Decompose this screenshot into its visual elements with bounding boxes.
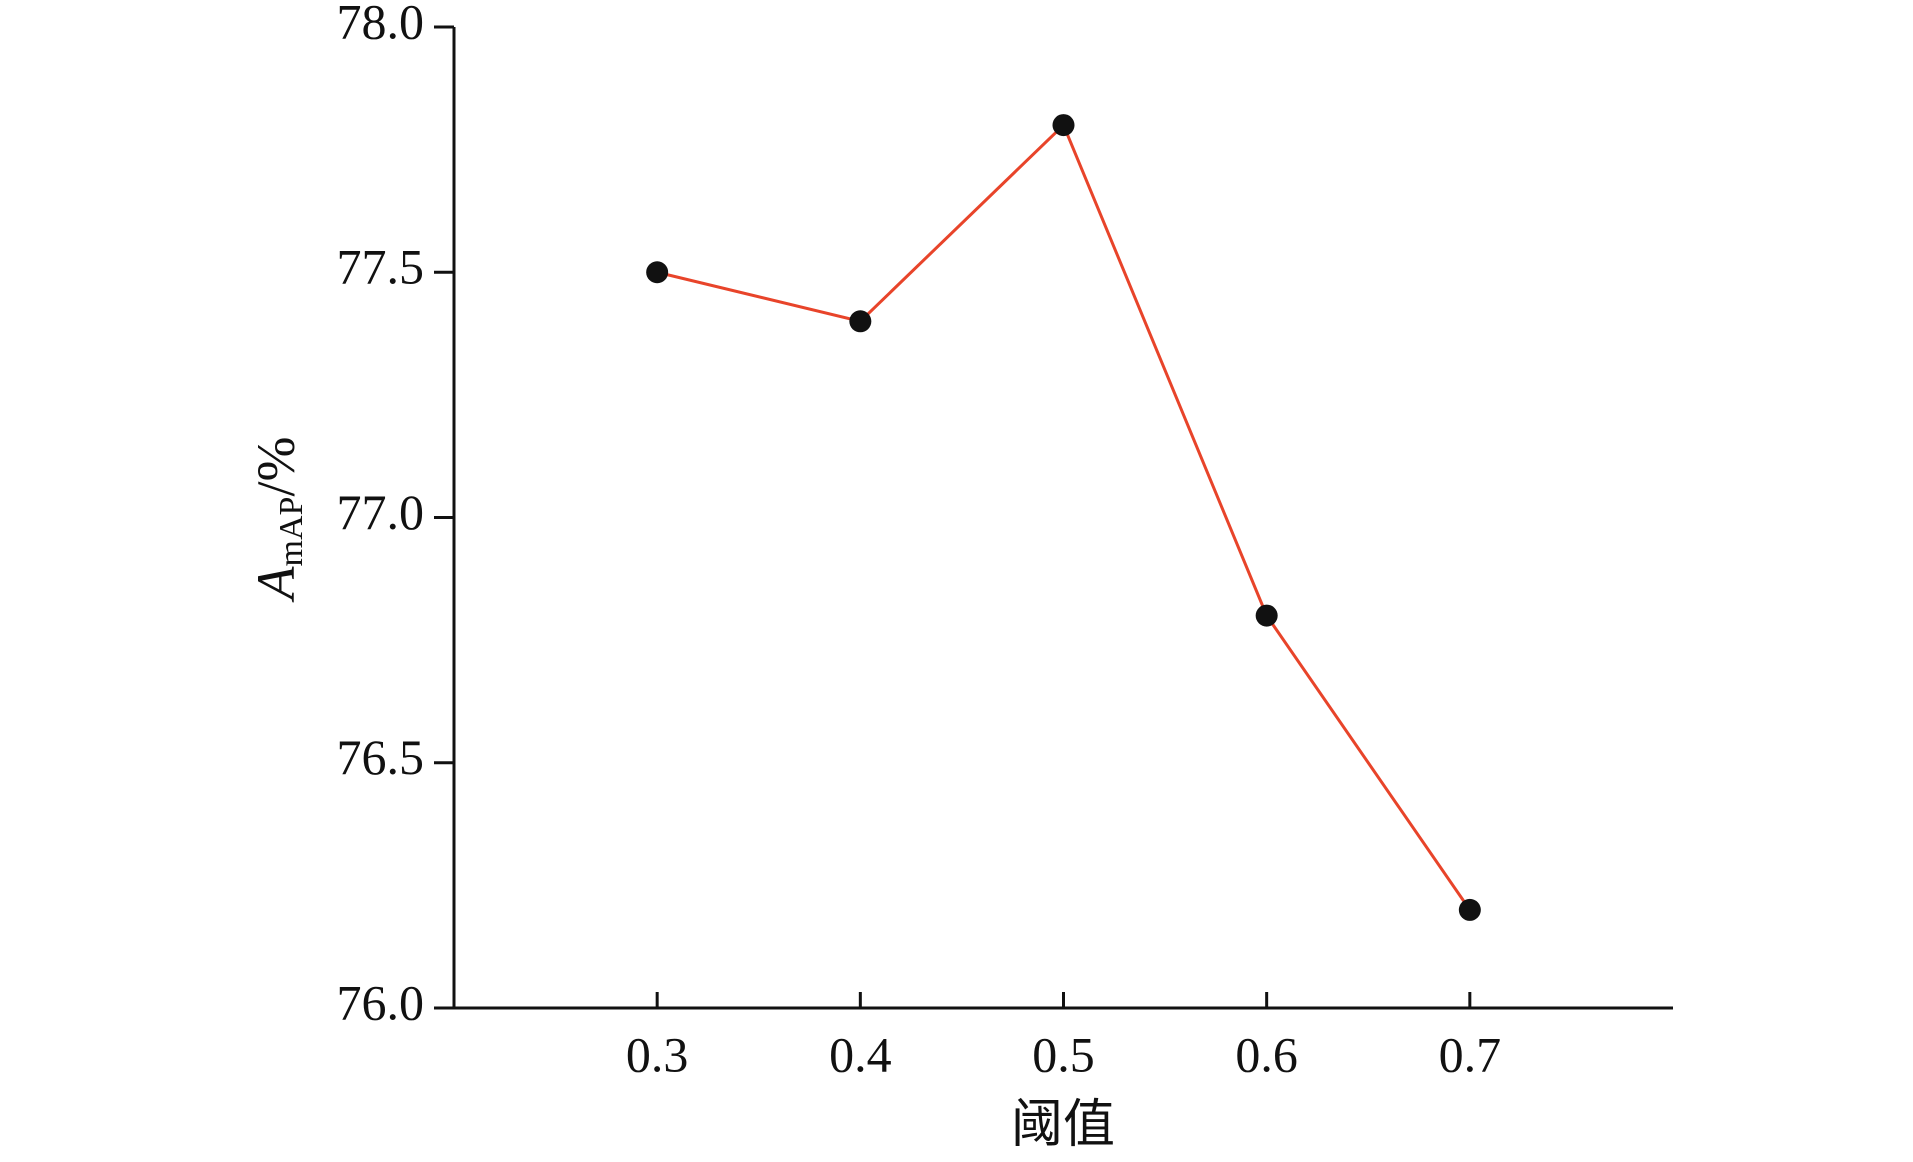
- x-tick-label: 0.6: [1235, 1026, 1298, 1082]
- data-point: [646, 261, 669, 284]
- x-tick-label: 0.5: [1032, 1026, 1095, 1082]
- data-point: [1255, 604, 1278, 627]
- y-axis-label: AmAP/%: [246, 437, 309, 603]
- data-point: [1458, 898, 1481, 921]
- x-axis-label: 阈值: [1011, 1097, 1115, 1154]
- x-tick-label: 0.7: [1439, 1026, 1502, 1082]
- y-axis-label-main: A: [246, 565, 306, 602]
- x-tick-label: 0.4: [829, 1026, 892, 1082]
- data-point: [849, 310, 872, 333]
- y-tick-label: 76.5: [337, 729, 425, 785]
- y-tick-label: 76.0: [337, 974, 425, 1030]
- y-axis-label-sub: mAP: [273, 497, 310, 567]
- y-tick-label: 78.0: [337, 0, 425, 49]
- x-tick-label: 0.3: [626, 1026, 689, 1082]
- y-tick-label: 77.5: [337, 239, 425, 295]
- data-point: [1052, 114, 1075, 137]
- y-tick-label: 77.0: [337, 484, 425, 540]
- y-axis-label-suffix: /%: [246, 437, 306, 497]
- series-line: [656, 122, 1472, 911]
